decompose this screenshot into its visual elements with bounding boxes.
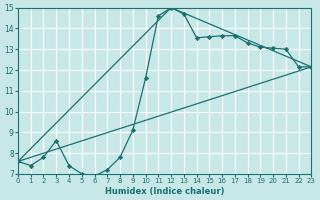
X-axis label: Humidex (Indice chaleur): Humidex (Indice chaleur) — [105, 187, 224, 196]
